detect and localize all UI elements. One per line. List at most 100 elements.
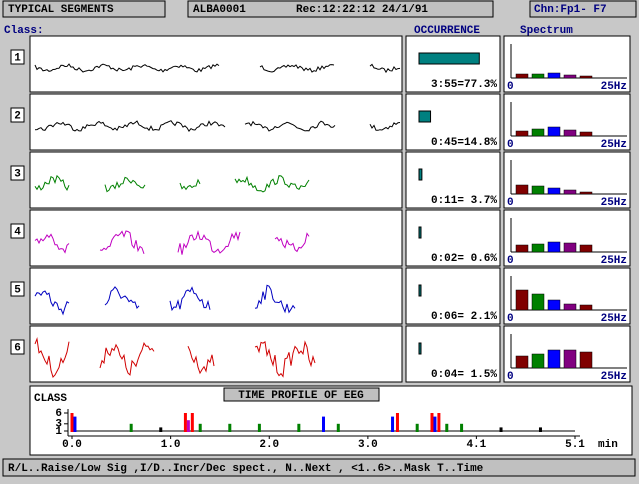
time-profile-title-box xyxy=(223,387,380,402)
spectrum-min: 0 xyxy=(507,139,514,151)
occurrence-bar xyxy=(418,52,480,65)
occurrence-text: 0:45=14.8% xyxy=(431,137,497,149)
class-event xyxy=(257,423,261,432)
waveform xyxy=(177,229,241,255)
spectrum-max: 25Hz xyxy=(601,371,627,383)
spectrum-bar xyxy=(531,293,545,311)
spectrum-bar xyxy=(547,299,561,311)
spectrum-bar xyxy=(547,126,561,137)
waveform xyxy=(254,340,316,378)
spectrum-bar xyxy=(531,73,545,79)
class-event xyxy=(395,413,399,432)
spectrum-bar xyxy=(547,72,561,79)
class-event xyxy=(336,423,340,432)
spectrum-bar xyxy=(563,349,577,369)
spectrum-bar xyxy=(579,304,593,311)
spectrum-bar xyxy=(515,184,529,195)
spectrum-bar xyxy=(547,349,561,369)
waveform xyxy=(369,63,401,74)
spectrum-bar xyxy=(563,74,577,79)
class-number-box xyxy=(10,223,25,239)
class-number-box xyxy=(10,165,25,181)
class-event xyxy=(445,423,449,432)
class-event xyxy=(391,416,395,432)
occurrence-bar xyxy=(418,110,432,123)
time-profile-y-label: CLASS xyxy=(34,393,67,405)
class-event xyxy=(297,423,301,432)
spectrum-panel xyxy=(503,209,631,267)
file: ALBA0001 xyxy=(193,4,246,16)
class-event xyxy=(159,427,163,432)
status-bar xyxy=(2,458,636,477)
spectrum-label: Spectrum xyxy=(520,25,573,37)
spectrum-bar xyxy=(547,187,561,195)
spectrum-bar xyxy=(579,351,593,369)
class-number: 1 xyxy=(14,52,21,64)
class-number: 5 xyxy=(14,284,21,296)
waveform xyxy=(99,342,155,376)
spectrum-bar xyxy=(579,244,593,253)
class-event xyxy=(228,423,232,432)
class-number: 4 xyxy=(14,226,21,238)
occurrence-text: 0:04= 1.5% xyxy=(431,369,497,381)
spectrum-max: 25Hz xyxy=(601,139,627,151)
waveform xyxy=(234,175,310,193)
class-event xyxy=(538,427,542,432)
spectrum-min: 0 xyxy=(507,81,514,93)
class-number-box xyxy=(10,281,25,297)
waveform xyxy=(369,122,401,131)
y-tick-label: 1 xyxy=(55,426,62,438)
spectrum-bar xyxy=(515,355,529,369)
x-tick-label: 3.0 xyxy=(358,439,378,451)
class-number: 2 xyxy=(14,110,21,122)
waveform xyxy=(34,233,70,254)
class-number: 6 xyxy=(14,342,21,354)
waveform xyxy=(104,176,146,193)
y-tick-label: 3 xyxy=(55,419,62,431)
occurrence-bar xyxy=(418,226,422,239)
class-label: Class: xyxy=(4,25,44,37)
title: TYPICAL SEGMENTS xyxy=(8,4,114,16)
waveform xyxy=(259,64,335,73)
occurrence-bar xyxy=(418,342,422,355)
waveform-panel xyxy=(29,35,403,93)
occurrence-bar xyxy=(418,284,422,297)
spectrum-bar xyxy=(531,243,545,253)
title-box xyxy=(2,0,166,18)
waveform xyxy=(274,232,310,253)
status: R/L..Raise/Low Sig ,I/D..Incr/Dec spect.… xyxy=(8,463,484,475)
class-number-box xyxy=(10,49,25,65)
spectrum-bar xyxy=(515,130,529,137)
class-number: 3 xyxy=(14,168,21,180)
spectrum-min: 0 xyxy=(507,255,514,267)
occurrence-text: 3:55=77.3% xyxy=(431,79,497,91)
spectrum-min: 0 xyxy=(507,197,514,209)
class-event xyxy=(198,423,202,432)
waveform xyxy=(244,120,336,132)
spectrum-max: 25Hz xyxy=(601,197,627,209)
waveform xyxy=(169,286,211,312)
class-number-box xyxy=(10,107,25,123)
waveform xyxy=(34,290,70,316)
class-event xyxy=(129,423,133,432)
spectrum-max: 25Hz xyxy=(601,313,627,325)
occurrence-label: OCCURRENCE xyxy=(414,25,480,37)
waveform xyxy=(187,346,215,375)
channel: Chn:Fp1- F7 xyxy=(534,4,607,16)
occurrence-panel xyxy=(405,325,501,383)
spectrum-panel xyxy=(503,93,631,151)
spectrum-bar xyxy=(563,242,577,253)
occurrence-panel xyxy=(405,267,501,325)
spectrum-min: 0 xyxy=(507,371,514,383)
spectrum-bar xyxy=(579,75,593,79)
channel-box xyxy=(529,0,637,18)
waveform xyxy=(34,174,70,191)
spectrum-bar xyxy=(515,244,529,253)
spectrum-panel xyxy=(503,35,631,93)
record: Rec:12:22:12 24/1/91 xyxy=(296,4,428,16)
waveform xyxy=(34,336,70,378)
class-event xyxy=(186,420,190,432)
waveform-panel xyxy=(29,151,403,209)
spectrum-bar xyxy=(563,189,577,195)
